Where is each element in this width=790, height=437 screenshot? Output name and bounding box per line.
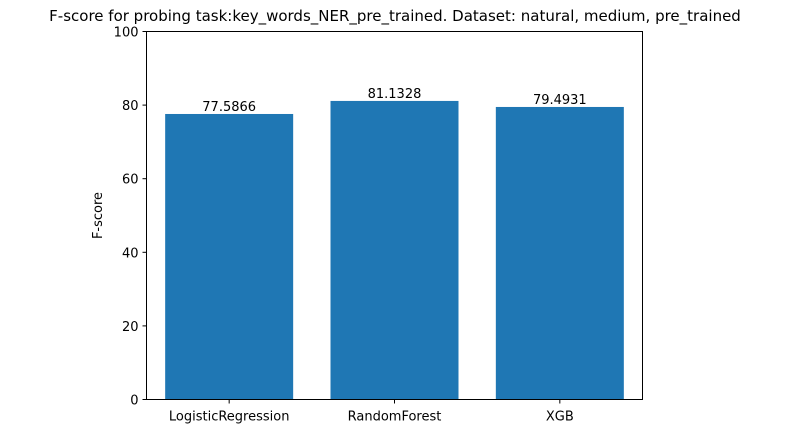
- y-axis-label: F-score: [91, 192, 106, 239]
- y-tick-label-2: 40: [122, 246, 139, 261]
- bar-1: [330, 100, 459, 400]
- x-tick-label-2: XGB: [546, 410, 574, 425]
- bars-layer: [165, 100, 624, 400]
- y-tick-label-0: 0: [130, 394, 138, 409]
- y-tick-label-4: 80: [122, 99, 139, 114]
- data-label-0: 77.5866: [202, 100, 256, 115]
- y-tick-label-1: 20: [122, 320, 139, 335]
- bar-2: [495, 106, 624, 400]
- x-tick-label-1: RandomForest: [348, 410, 442, 425]
- bar-0: [165, 113, 294, 400]
- y-tick-label-5: 100: [114, 26, 139, 41]
- x-axis: LogisticRegression RandomForest XGB: [169, 399, 574, 425]
- x-tick-label-0: LogisticRegression: [169, 410, 290, 425]
- data-label-2: 79.4931: [533, 93, 587, 108]
- chart-title: F-score for probing task:key_words_NER_p…: [49, 7, 741, 26]
- data-labels-layer: 77.5866 81.1328 79.4931: [202, 87, 586, 115]
- y-axis: 0 20 40 60 80 100: [114, 26, 147, 409]
- y-tick-label-3: 60: [122, 173, 139, 188]
- data-label-1: 81.1328: [368, 87, 422, 102]
